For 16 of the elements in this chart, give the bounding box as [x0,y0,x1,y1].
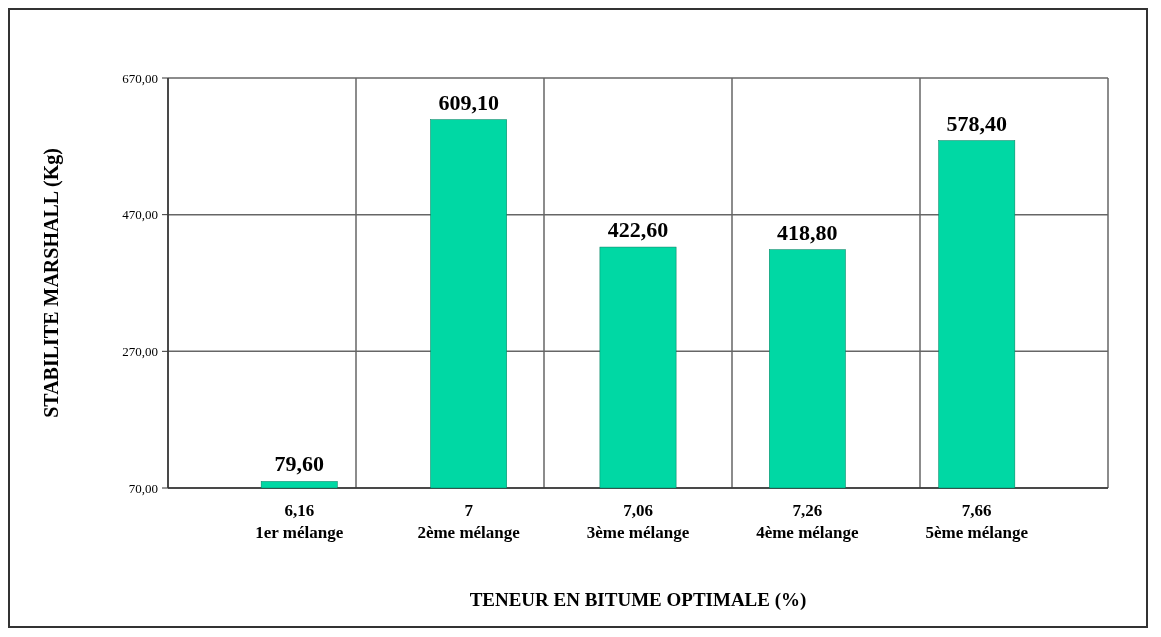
data-label: 609,10 [438,89,499,115]
x-axis-title: TENEUR EN BITUME OPTIMALE (%) [469,589,807,611]
x-tick-label: 7,26 4ème mélange [756,501,860,542]
x-tick-label: 6,16 1er mélange [255,501,344,542]
data-label: 578,40 [946,110,1007,136]
data-label: 422,60 [607,217,669,243]
data-label: 418,80 [777,219,838,245]
y-tick-label: 470,00 [122,207,158,223]
y-axis-title: STABILITE MARSHALL (Kg) [40,148,63,418]
y-tick-label: 670,00 [122,70,158,86]
x-tick-label: 7,06 3ème mélange [586,501,690,542]
y-tick-label: 270,00 [122,343,158,359]
y-tick-label: 70,00 [128,480,158,496]
x-tick-label: 7 2ème mélange [417,501,521,542]
data-label: 79,60 [274,451,325,477]
x-tick-label: 7,66 5ème mélange [925,501,1029,542]
